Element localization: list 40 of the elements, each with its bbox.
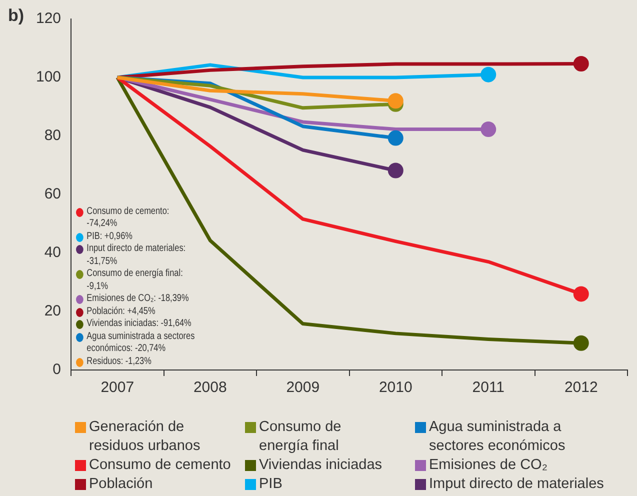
y-tick-label: 0 <box>52 361 62 378</box>
annotation: Input directo de materiales: -31,75% <box>86 243 187 268</box>
annotation: Emisiones de CO₂: -18,39% <box>86 293 189 306</box>
point <box>388 162 404 178</box>
legend-label: Consumo de energía final <box>259 418 342 456</box>
annotation: Agua suministrada a sectores económicos: -20,74% <box>86 330 196 356</box>
annotation: Consumo de cemento: -74,24% <box>86 206 170 230</box>
legend-label: Generación de residuos urbanos <box>89 418 202 456</box>
legend-label: PIB <box>259 475 282 494</box>
y-tick-label: 100 <box>36 68 62 86</box>
annotation: PIB: +0,96% <box>86 230 132 243</box>
legend-label: Emisiones de CO₂ <box>429 456 548 475</box>
point <box>388 93 404 109</box>
legend-label: Consumo de cemento <box>89 456 231 475</box>
point <box>573 56 589 72</box>
y-tick-label: 20 <box>44 302 62 320</box>
legend-label: Imput directo de materiales <box>429 475 604 494</box>
x-tick-label: 2012 <box>564 379 598 396</box>
point <box>480 122 496 138</box>
point <box>573 286 589 302</box>
annotation: Viviendas iniciadas: -91,64% <box>86 318 192 330</box>
y-tick-label: 60 <box>44 186 62 203</box>
point <box>480 66 496 82</box>
legend-label: Agua suministrada a sectores económicos <box>429 418 566 456</box>
y-tick-label: 120 <box>36 10 62 28</box>
point <box>388 130 404 146</box>
chart-title: b) <box>8 6 24 26</box>
x-tick-label: 2011 <box>472 379 505 396</box>
legend-label: Viviendas iniciadas <box>259 456 382 475</box>
x-tick-label: 2007 <box>100 379 134 396</box>
point <box>573 335 589 351</box>
annotation: Población: +4,45% <box>86 306 156 318</box>
x-tick-label: 2008 <box>193 379 227 396</box>
x-tick-label: 2009 <box>286 379 320 396</box>
x-tick-label: 2010 <box>378 379 412 396</box>
y-tick-label: 80 <box>44 127 62 144</box>
annotation: Residuos: -1,23% <box>86 356 152 368</box>
y-tick-label: 40 <box>44 244 62 262</box>
legend-label: Población <box>89 475 153 494</box>
annotation: Consumo de energía final: -9,1% <box>86 268 184 293</box>
